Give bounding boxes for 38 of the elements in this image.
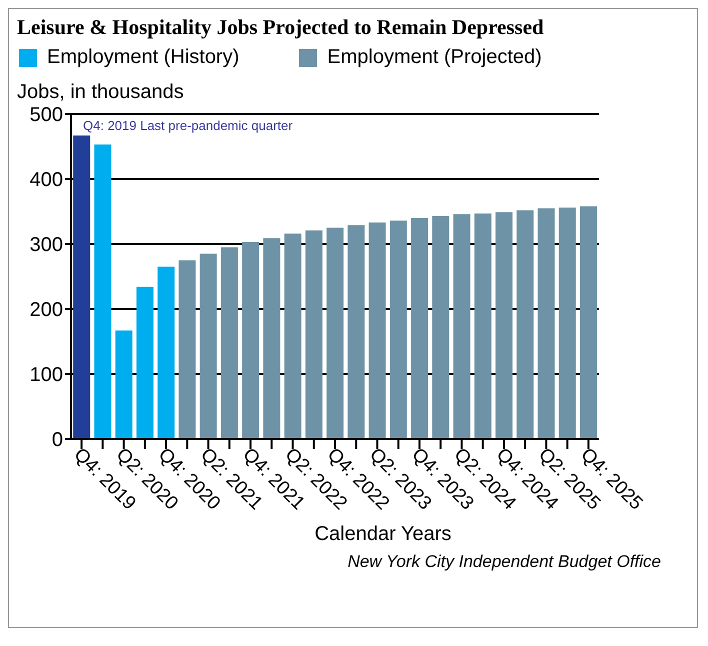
bar: [558, 208, 576, 439]
bar: [158, 266, 175, 439]
legend-label: Employment (History): [47, 46, 240, 69]
y-tick-label: 200: [30, 299, 63, 322]
bar: [432, 216, 450, 439]
bar: [220, 247, 238, 439]
chart-title: Leisure & Hospitality Jobs Projected to Remain Depressed: [16, 14, 545, 40]
bar: [326, 228, 344, 439]
bar: [516, 210, 534, 439]
bar: [178, 260, 196, 439]
bar: [200, 254, 217, 439]
bar: [538, 208, 555, 439]
bar: [368, 222, 386, 439]
y-tick-label: 100: [30, 364, 63, 386]
bar: [136, 286, 154, 439]
bar: [115, 330, 132, 439]
bar: [73, 135, 90, 439]
bar: [242, 242, 260, 439]
bar: [453, 214, 470, 439]
bar: [474, 213, 492, 439]
annotation: Q4: 2019 Last pre-pandemic quarter: [81, 118, 295, 133]
y-tick-label: 300: [30, 234, 63, 256]
bar: [263, 238, 280, 439]
bar: [496, 212, 513, 439]
bar: [580, 206, 597, 439]
bar: [284, 234, 302, 439]
bar: [94, 144, 112, 439]
bar: [411, 218, 428, 439]
text: New York City Independent Budget Office: [346, 552, 662, 572]
x-axis-title: Calendar Years: [314, 523, 452, 546]
y-tick-label: 400: [30, 169, 63, 192]
y-axis-title: Jobs, in thousands: [17, 81, 185, 104]
bar: [390, 220, 407, 439]
bar: [348, 225, 365, 439]
bar: [305, 230, 322, 439]
y-tick-label: 0: [52, 429, 63, 452]
legend-label: Employment (Projected): [327, 46, 542, 69]
y-tick-label: 500: [30, 104, 63, 126]
